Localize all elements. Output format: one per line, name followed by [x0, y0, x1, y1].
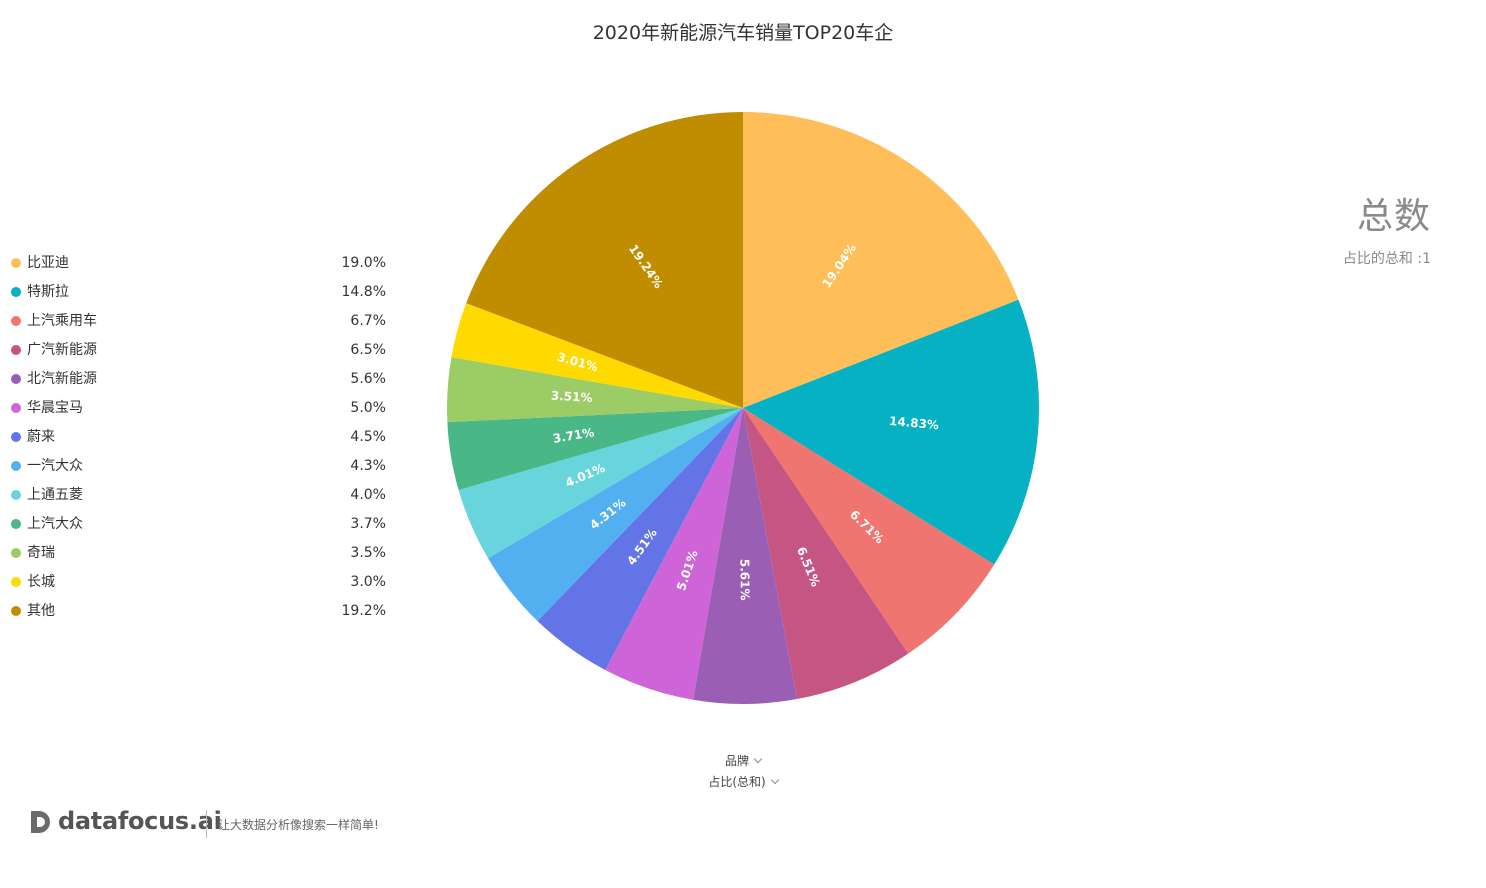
measure-selector[interactable]: 占比(总和) — [0, 773, 1486, 790]
legend-item[interactable]: 其他 19.2% — [10, 601, 390, 630]
legend-value: 3.7% — [350, 516, 386, 532]
measure-label: 占比(总和) — [708, 775, 766, 789]
legend-value: 4.3% — [350, 458, 386, 474]
pie-slice-奇瑞[interactable] — [447, 357, 743, 423]
legend-swatch-icon — [11, 606, 21, 616]
legend-item[interactable]: 比亚迪 19.0% — [10, 253, 390, 282]
slice-data-label: 14.83% — [888, 414, 939, 432]
pie-slice-华晨宝马[interactable] — [605, 408, 743, 700]
legend-item[interactable]: 上汽大众 3.7% — [10, 514, 390, 543]
legend-value: 5.6% — [350, 371, 386, 387]
legend-label: 比亚迪 — [27, 255, 69, 271]
legend-item[interactable]: 上通五菱 4.0% — [10, 485, 390, 514]
legend-swatch-icon — [11, 345, 21, 355]
legend-item[interactable]: 华晨宝马 5.0% — [10, 398, 390, 427]
legend-label: 上通五菱 — [27, 487, 83, 503]
pie-slice-长城[interactable] — [451, 303, 743, 408]
legend-value: 6.5% — [350, 342, 386, 358]
legend-swatch-icon — [11, 577, 21, 587]
legend-swatch-icon — [11, 287, 21, 297]
pie-slice-特斯拉[interactable] — [743, 299, 1039, 565]
legend-label: 上汽乘用车 — [27, 313, 97, 329]
legend-swatch-icon — [11, 258, 21, 268]
legend-swatch-icon — [11, 548, 21, 558]
legend-item[interactable]: 上汽乘用车 6.7% — [10, 311, 390, 340]
legend-item[interactable]: 奇瑞 3.5% — [10, 543, 390, 572]
legend-label: 上汽大众 — [27, 516, 83, 532]
slice-data-label: 3.71% — [552, 425, 595, 446]
legend-value: 3.0% — [350, 574, 386, 590]
dimension-selector[interactable]: 品牌 — [0, 752, 1486, 769]
legend-label: 其他 — [27, 603, 55, 619]
dimension-label: 品牌 — [724, 754, 749, 768]
kpi-subtitle: 占比的总和 :1 — [1342, 251, 1431, 267]
legend-label: 华晨宝马 — [27, 400, 83, 416]
legend-swatch-icon — [11, 374, 21, 384]
legend-swatch-icon — [11, 490, 21, 500]
legend-value: 4.5% — [350, 429, 386, 445]
legend-swatch-icon — [11, 316, 21, 326]
pie-slice-比亚迪[interactable] — [743, 112, 1019, 408]
legend-value: 19.2% — [341, 603, 386, 619]
brand-slogan: 让大数据分析像搜索一样简单! — [218, 818, 379, 832]
pie-slice-广汽新能源[interactable] — [743, 408, 909, 700]
pie-slice-上汽大众[interactable] — [447, 408, 743, 490]
legend-label: 蔚来 — [27, 429, 55, 445]
legend-swatch-icon — [11, 403, 21, 413]
legend-label: 特斯拉 — [27, 284, 69, 300]
legend-value: 14.8% — [341, 284, 386, 300]
chart-title: 2020年新能源汽车销量TOP20车企 — [592, 22, 894, 44]
legend-value: 4.0% — [350, 487, 386, 503]
legend-label: 一汽大众 — [27, 458, 83, 474]
legend-item[interactable]: 北汽新能源 5.6% — [10, 369, 390, 398]
legend-swatch-icon — [11, 461, 21, 471]
legend-label: 广汽新能源 — [27, 342, 97, 358]
legend-item[interactable]: 长城 3.0% — [10, 572, 390, 601]
legend-item[interactable]: 特斯拉 14.8% — [10, 282, 390, 311]
legend-label: 长城 — [27, 574, 55, 590]
slice-data-label: 5.61% — [738, 559, 752, 601]
legend-swatch-icon — [11, 519, 21, 529]
pie-slice-上汽乘用车[interactable] — [743, 408, 995, 654]
legend-label: 奇瑞 — [27, 545, 55, 561]
slice-data-label: 3.51% — [550, 388, 592, 405]
brand-name: datafocus.ai — [58, 807, 222, 835]
legend-label: 北汽新能源 — [27, 371, 97, 387]
legend-swatch-icon — [11, 432, 21, 442]
legend-value: 6.7% — [350, 313, 386, 329]
pie-slice-一汽大众[interactable] — [488, 408, 743, 622]
pie-slice-蔚来[interactable] — [537, 408, 743, 670]
pie-slice-上通五菱[interactable] — [458, 408, 743, 559]
datafocus-logo-icon — [31, 811, 50, 833]
legend-value: 5.0% — [350, 400, 386, 416]
pie-slice-北汽新能源[interactable] — [693, 408, 797, 705]
kpi-title: 总数 — [1356, 196, 1431, 237]
legend-value: 19.0% — [341, 255, 386, 271]
chevron-down-icon — [753, 754, 763, 764]
legend-value: 3.5% — [350, 545, 386, 561]
chevron-down-icon — [770, 775, 779, 785]
pie-slice-其他[interactable] — [466, 112, 743, 408]
legend: 比亚迪 19.0% 特斯拉 14.8% 上汽乘用车 6.7% 广汽新能源 6.5% 北汽新能源 5… — [10, 253, 390, 630]
brand-divider — [206, 810, 207, 838]
legend-item[interactable]: 蔚来 4.5% — [10, 427, 390, 456]
legend-item[interactable]: 广汽新能源 6.5% — [10, 340, 390, 369]
legend-item[interactable]: 一汽大众 4.3% — [10, 456, 390, 485]
